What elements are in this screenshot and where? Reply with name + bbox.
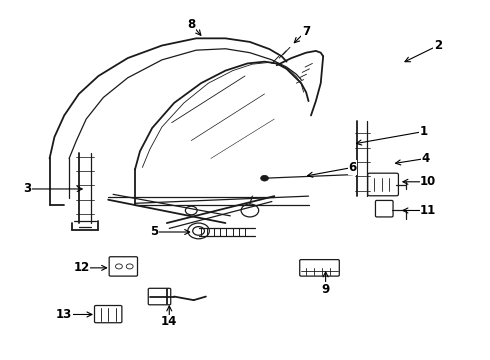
Text: 12: 12 (73, 261, 90, 274)
Circle shape (193, 226, 204, 235)
Text: 5: 5 (150, 225, 159, 238)
Circle shape (116, 264, 122, 269)
Text: 3: 3 (24, 183, 32, 195)
FancyBboxPatch shape (95, 306, 122, 323)
Text: 10: 10 (420, 175, 437, 188)
Circle shape (261, 175, 269, 181)
Text: 9: 9 (321, 283, 330, 296)
Text: 14: 14 (161, 315, 177, 328)
Text: 2: 2 (434, 39, 442, 52)
Circle shape (241, 204, 259, 217)
FancyBboxPatch shape (375, 201, 393, 217)
FancyBboxPatch shape (148, 288, 171, 305)
Circle shape (188, 223, 209, 239)
Text: 4: 4 (422, 152, 430, 165)
Text: 13: 13 (56, 308, 73, 321)
Circle shape (126, 264, 133, 269)
Text: 1: 1 (419, 125, 427, 138)
Text: 8: 8 (187, 18, 196, 31)
FancyBboxPatch shape (368, 173, 398, 196)
Text: 7: 7 (302, 25, 310, 38)
Text: 11: 11 (420, 204, 437, 217)
Text: 6: 6 (348, 161, 357, 174)
FancyBboxPatch shape (109, 257, 138, 276)
FancyBboxPatch shape (300, 260, 339, 276)
Circle shape (185, 206, 197, 215)
